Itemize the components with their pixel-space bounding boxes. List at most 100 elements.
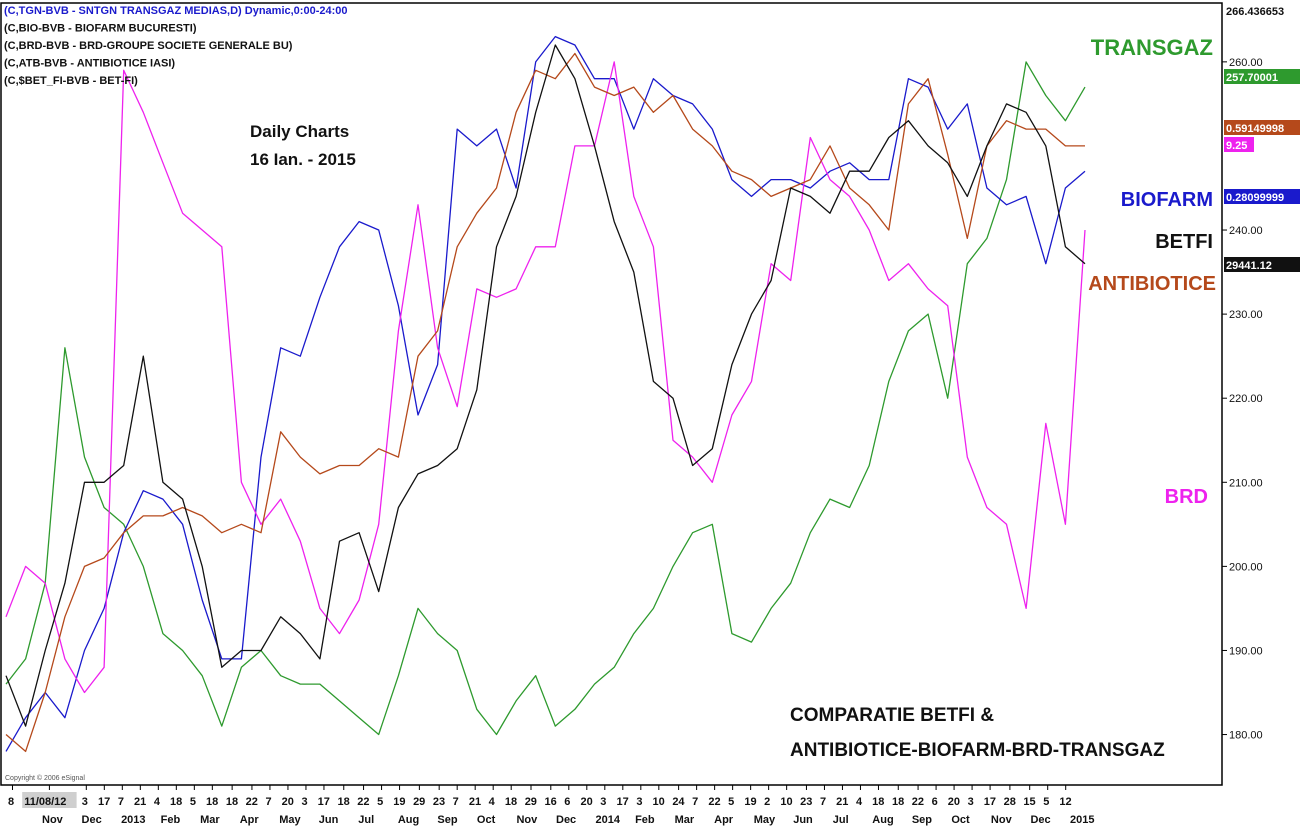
x-day-label: 17 <box>318 796 330 808</box>
x-month-label: Oct <box>477 814 496 826</box>
x-day-label: 21 <box>134 796 146 808</box>
header-legend-line: (C,BIO-BVB - BIOFARM BUCURESTI) <box>4 23 197 35</box>
x-month-label: 2013 <box>121 814 145 826</box>
x-day-label: 18 <box>892 796 904 808</box>
last-value-text-biofarm: 0.28099999 <box>1226 192 1284 204</box>
x-day-label: 12 <box>1059 796 1071 808</box>
footer-line-2: ANTIBIOTICE-BIOFARM-BRD-TRANSGAZ <box>790 740 1165 761</box>
series-name-betfi: BETFI <box>1155 231 1213 253</box>
x-day-label: 2 <box>764 796 770 808</box>
x-month-label: May <box>754 814 776 826</box>
x-day-label: 22 <box>912 796 924 808</box>
x-day-label: 20 <box>948 796 960 808</box>
x-day-label: 4 <box>856 796 863 808</box>
x-month-label: Feb <box>161 814 181 826</box>
series-name-biofarm: BIOFARM <box>1121 189 1213 211</box>
x-day-label: 10 <box>653 796 665 808</box>
y-tick-label: 210.00 <box>1229 477 1263 489</box>
x-day-label: 22 <box>357 796 369 808</box>
x-day-label: 3 <box>968 796 974 808</box>
x-day-label: 21 <box>469 796 481 808</box>
y-tick-label: 260.00 <box>1229 57 1263 69</box>
x-day-label: 23 <box>800 796 812 808</box>
x-day-label: 18 <box>505 796 517 808</box>
subtitle-line-2: 16 Ian. - 2015 <box>250 150 356 169</box>
header-legend-line: (C,TGN-BVB - SNTGN TRANSGAZ MEDIAS,D) Dy… <box>4 5 348 17</box>
series-name-transgaz: TRANSGAZ <box>1091 35 1213 60</box>
x-day-label: 3 <box>636 796 642 808</box>
header-legend-line: (C,BRD-BVB - BRD-GROUPE SOCIETE GENERALE… <box>4 40 293 52</box>
x-month-label: Apr <box>714 814 734 826</box>
x-month-label: Jun <box>319 814 339 826</box>
y-tick-label: 230.00 <box>1229 309 1263 321</box>
x-current-date-highlight <box>22 792 77 808</box>
last-value-badge-antibiotice <box>1224 120 1300 135</box>
x-day-label: 18 <box>337 796 349 808</box>
series-name-antibiotice: ANTIBIOTICE <box>1088 273 1216 295</box>
x-month-label: Dec <box>82 814 102 826</box>
series-name-brd: BRD <box>1165 486 1208 508</box>
x-month-label: Sep <box>437 814 457 826</box>
x-day-label: 15 <box>1023 796 1035 808</box>
x-month-label: Nov <box>42 814 64 826</box>
x-day-label: 5 <box>190 796 196 808</box>
last-value-text-brd: 9.25 <box>1226 140 1247 152</box>
last-value-badge-biofarm <box>1224 189 1300 204</box>
x-day-label: 7 <box>692 796 698 808</box>
x-day-label: 5 <box>728 796 734 808</box>
x-day-label: 10 <box>780 796 792 808</box>
x-month-label: Aug <box>398 814 419 826</box>
series-line-biofarm <box>5 35 1086 752</box>
x-month-label: Apr <box>240 814 260 826</box>
last-value-badge-transgaz <box>1224 69 1300 84</box>
x-day-label: 18 <box>872 796 884 808</box>
last-value-badge-brd <box>1224 137 1254 152</box>
y-axis: 266.436653 260.00 240.00 230.00 220.00 210.00… <box>1222 6 1300 742</box>
header-legend: (C,TGN-BVB - SNTGN TRANSGAZ MEDIAS,D) Dy… <box>4 5 348 87</box>
last-value-badge-betfi <box>1224 257 1300 272</box>
x-day-label: 8 <box>8 796 14 808</box>
x-day-label: 7 <box>820 796 826 808</box>
x-day-label: 3 <box>82 796 88 808</box>
x-day-label: 21 <box>836 796 848 808</box>
x-day-label: 3 <box>600 796 606 808</box>
x-day-label: 7 <box>265 796 271 808</box>
x-day-label: 22 <box>246 796 258 808</box>
y-tick-label: 200.00 <box>1229 561 1263 573</box>
x-month-label: Oct <box>951 814 970 826</box>
x-axis: 8 11/08/12 3 17 7 21 4 18 5 18 18 22 7 20 3 17 18 22 5 19 29… <box>8 785 1094 826</box>
x-day-label: 18 <box>226 796 238 808</box>
x-day-label: 7 <box>453 796 459 808</box>
footer-line-1: COMPARATIE BETFI & <box>790 705 994 726</box>
x-day-label: 4 <box>154 796 161 808</box>
x-month-label: Nov <box>991 814 1013 826</box>
x-day-label: 6 <box>932 796 938 808</box>
x-day-label: 17 <box>617 796 629 808</box>
x-day-label: 5 <box>1043 796 1049 808</box>
header-legend-line: (C,$BET_FI-BVB - BET-FI) <box>4 75 138 87</box>
y-tick-label: 240.00 <box>1229 225 1263 237</box>
plot-area <box>0 2 1223 786</box>
series-line-transgaz <box>5 61 1086 736</box>
x-day-label: 18 <box>206 796 218 808</box>
subtitle-line-1: Daily Charts <box>250 122 349 141</box>
y-tick-label: 180.00 <box>1229 730 1263 742</box>
x-month-label: Feb <box>635 814 655 826</box>
x-month-label: Aug <box>872 814 893 826</box>
x-month-label: Jun <box>793 814 813 826</box>
x-day-label: 5 <box>377 796 383 808</box>
x-day-label: 29 <box>525 796 537 808</box>
x-day-label: 17 <box>984 796 996 808</box>
x-day-label: 7 <box>118 796 124 808</box>
last-value-text-transgaz: 257.70001 <box>1226 72 1278 84</box>
x-day-label: 3 <box>301 796 307 808</box>
copyright-text: Copyright © 2006 eSignal <box>5 774 85 782</box>
x-day-label: 23 <box>433 796 445 808</box>
x-day-label: 11/08/12 <box>24 796 66 808</box>
x-month-label: Dec <box>556 814 576 826</box>
series-line-betfi <box>5 44 1086 727</box>
x-day-label: 19 <box>744 796 756 808</box>
x-day-label: 29 <box>413 796 425 808</box>
x-month-label: Nov <box>516 814 538 826</box>
